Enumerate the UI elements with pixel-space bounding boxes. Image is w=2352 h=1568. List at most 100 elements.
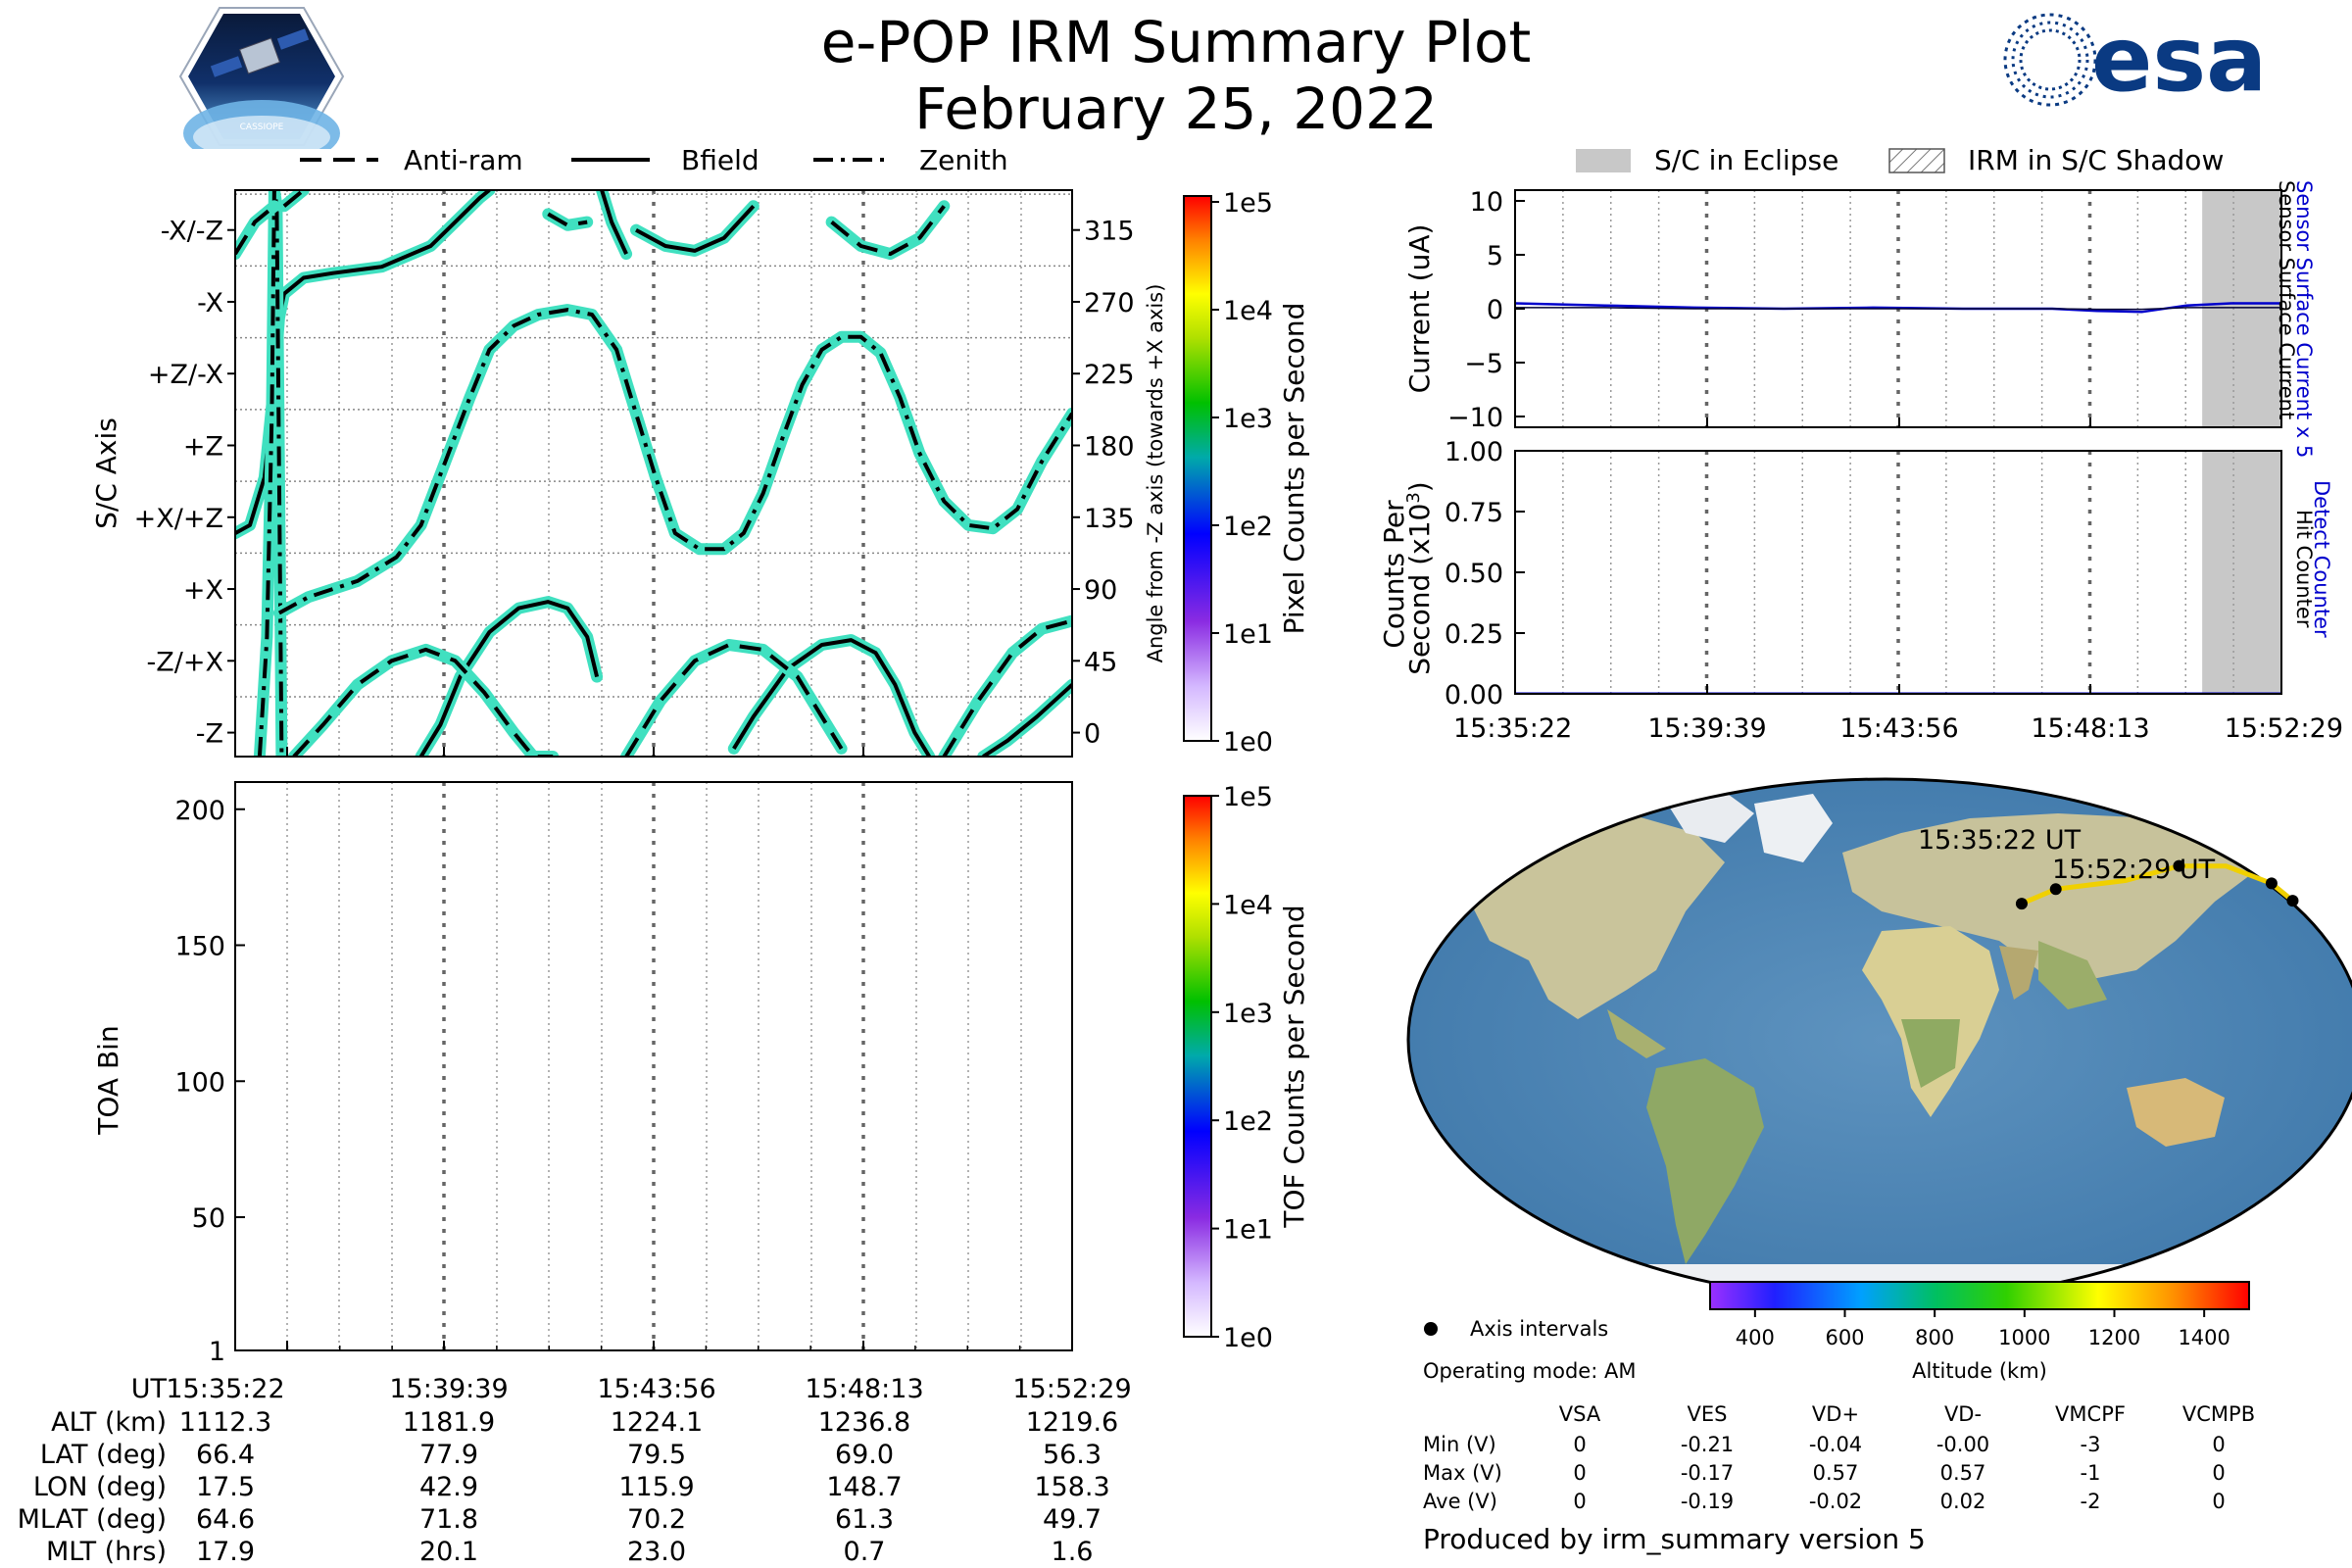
trace-anti-ram bbox=[830, 205, 946, 257]
colorbar-tof: 1e5 1e4 1e3 1e2 1e1 1e0 TOF Counts per Second bbox=[1183, 782, 1310, 1353]
counts-ylabel-2: Second (x103) bbox=[1403, 481, 1437, 674]
ytick-label-right: 315 bbox=[1084, 217, 1135, 247]
operating-mode: Operating mode: AM bbox=[1423, 1359, 1636, 1383]
table-cell: 15:48:13 bbox=[805, 1374, 923, 1404]
colorbar-tick-label: 1e1 bbox=[1223, 619, 1273, 650]
colorbar-tick-label: 1e1 bbox=[1223, 1215, 1273, 1246]
trace-anti-ram bbox=[235, 204, 276, 256]
ytick-label: 50 bbox=[192, 1203, 225, 1234]
orbit-marker bbox=[2173, 859, 2185, 872]
current-traces bbox=[1515, 302, 2281, 314]
colorbar-tick-label: 1e5 bbox=[1223, 188, 1273, 219]
table-cell: 64.6 bbox=[196, 1504, 255, 1535]
colorbar-altitude: 400 600 800 1000 1200 1400 Altitude (km) bbox=[1709, 1281, 2250, 1383]
table-cell: 17.9 bbox=[196, 1537, 255, 1567]
current-axes: 10 5 0 −5 −10 bbox=[1447, 187, 2282, 433]
current-eclipse-band bbox=[2202, 190, 2281, 427]
counts-eclipse-band bbox=[2202, 451, 2281, 694]
ytick-label-left: -X/-Z bbox=[161, 217, 223, 247]
trace-anti-ram-halo bbox=[287, 643, 560, 757]
orbit-marker bbox=[2015, 898, 2028, 910]
colorbar-tof-label: TOF Counts per Second bbox=[1278, 905, 1310, 1228]
table-row-label: LAT (deg) bbox=[40, 1440, 167, 1470]
current-right-label-2: Sensor Surface Current bbox=[2275, 180, 2298, 419]
footer-text: Produced by irm_summary version 5 bbox=[1423, 1523, 1926, 1555]
voltage-col-header: VD- bbox=[1944, 1402, 1982, 1426]
ytick-label-right: 45 bbox=[1084, 647, 1117, 677]
table-cell: 70.2 bbox=[627, 1504, 686, 1535]
table-cell: 15:39:39 bbox=[389, 1374, 508, 1404]
ytick-label: 5 bbox=[1487, 241, 1503, 271]
trace-bfield bbox=[418, 600, 600, 757]
table-cell: 15:43:56 bbox=[597, 1374, 715, 1404]
voltage-cell: 0 bbox=[2212, 1461, 2225, 1485]
legend-shadow-label: IRM in S/C Shadow bbox=[1968, 144, 2224, 176]
table-cell: 71.8 bbox=[419, 1504, 478, 1535]
page-subtitle: February 25, 2022 bbox=[914, 75, 1438, 142]
colorbar-pixel-bar bbox=[1183, 195, 1212, 742]
table-row-label: MLT (hrs) bbox=[46, 1537, 167, 1567]
ytick-label: −10 bbox=[1447, 403, 1503, 433]
table-cell: 66.4 bbox=[196, 1440, 255, 1470]
counts-right-label-2: Hit Counter bbox=[2292, 510, 2316, 628]
legend-bfield-label: Bfield bbox=[681, 144, 760, 176]
ytick-label-right: 90 bbox=[1084, 575, 1117, 606]
table-cell: 1224.1 bbox=[611, 1407, 703, 1438]
legend-attitude: Anti-ram Bfield Zenith bbox=[300, 144, 1008, 176]
trace-bfield bbox=[732, 638, 932, 757]
ytick-label-left: +X bbox=[183, 575, 223, 606]
table-row-label: UT bbox=[131, 1374, 168, 1404]
ytick-label: 1.00 bbox=[1445, 437, 1503, 467]
trace-bfield bbox=[235, 190, 491, 535]
ytick-label-left: -Z bbox=[196, 719, 223, 750]
voltage-row-label: Ave (V) bbox=[1423, 1490, 1497, 1513]
xtick-label: 15:43:56 bbox=[1839, 713, 1958, 744]
axis-interval-label: Axis intervals bbox=[1470, 1317, 1608, 1341]
table-cell: 15:52:29 bbox=[1012, 1374, 1131, 1404]
table-cell: 49.7 bbox=[1043, 1504, 1102, 1535]
voltage-cell: -1 bbox=[2081, 1461, 2101, 1485]
trace-bfield bbox=[600, 190, 628, 255]
voltage-row-label: Max (V) bbox=[1423, 1461, 1502, 1485]
panel-current: 10 5 0 −5 −10 Current (uA) Sensor Surface Cu… bbox=[1403, 180, 2316, 458]
colorbar-pixel-label: Pixel Counts per Second bbox=[1278, 303, 1310, 635]
world-map: 15:35:22 UT 15:52:29 UT bbox=[1406, 777, 2352, 1302]
colorbar-tick-label: 1e3 bbox=[1223, 404, 1273, 434]
trace-anti-ram bbox=[282, 190, 306, 208]
ytick-label-right: 270 bbox=[1084, 288, 1135, 318]
ephemeris-table: UT 15:35:22 15:39:39 15:43:56 15:48:13 15:52:… bbox=[18, 1374, 1132, 1567]
table-cell: 17.5 bbox=[196, 1472, 255, 1502]
voltage-col-header: VD+ bbox=[1812, 1402, 1859, 1426]
voltage-cell: 0 bbox=[2212, 1433, 2225, 1456]
ytick-label-left: -X bbox=[197, 288, 223, 318]
voltage-cell: 0 bbox=[1573, 1433, 1586, 1456]
voltage-col-header: VSA bbox=[1559, 1402, 1601, 1426]
colorbar-tick-label: 800 bbox=[1915, 1326, 1954, 1349]
colorbar-tick-label: 1e2 bbox=[1223, 512, 1273, 542]
xtick-label: 15:35:22 bbox=[1453, 713, 1572, 744]
ytick-label-left: +X/+Z bbox=[134, 504, 223, 534]
attitude-axes: -Z 0 -Z/+X 45 +X 90 +X/+Z 135 +Z 180 +Z/-X 225 -X 270… bbox=[134, 217, 1135, 757]
trace-zenith bbox=[257, 190, 284, 757]
trace-anti-ram bbox=[942, 618, 1072, 757]
legend-eclipse: S/C in Eclipse IRM in S/C Shadow bbox=[1576, 144, 2224, 176]
table-cell: 1.6 bbox=[1052, 1537, 1094, 1567]
cassiope-logo-text: CASSIOPE bbox=[240, 122, 284, 132]
ytick-label: 100 bbox=[174, 1067, 225, 1098]
voltage-cell: -0.19 bbox=[1681, 1490, 1734, 1513]
table-cell: 23.0 bbox=[627, 1537, 686, 1567]
axis-interval-marker bbox=[1424, 1322, 1438, 1336]
voltage-cell: 0 bbox=[1573, 1461, 1586, 1485]
tof-grid bbox=[286, 782, 1022, 1350]
map-end-label: 15:52:29 UT bbox=[2052, 855, 2216, 885]
xtick-label: 15:52:29 bbox=[2225, 713, 2343, 744]
ytick-label: 0.00 bbox=[1445, 680, 1503, 710]
table-cell: 20.1 bbox=[419, 1537, 478, 1567]
table-cell: 148.7 bbox=[826, 1472, 902, 1502]
table-cell: 0.7 bbox=[844, 1537, 886, 1567]
esa-logo: esa bbox=[2003, 7, 2267, 112]
colorbar-tof-bar bbox=[1183, 795, 1212, 1338]
